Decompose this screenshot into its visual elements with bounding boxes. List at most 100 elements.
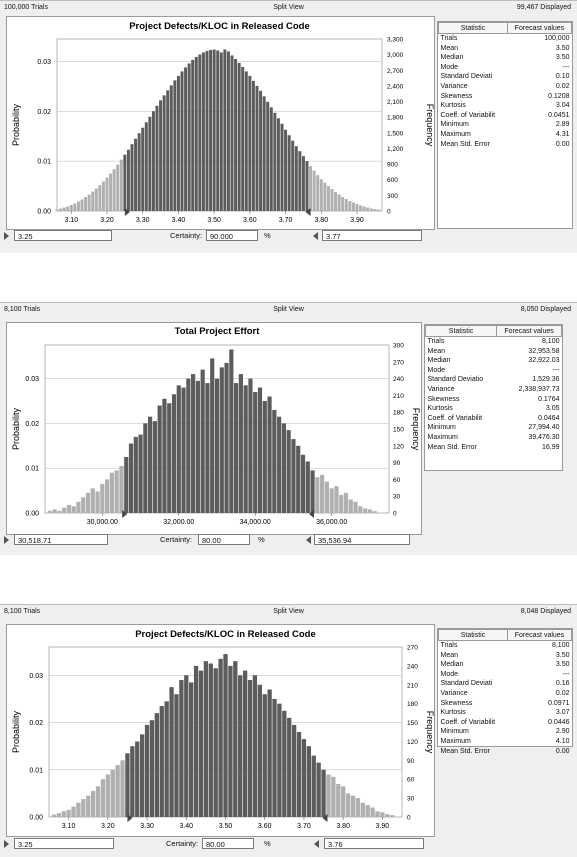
histogram-bar <box>243 385 248 513</box>
histogram-bar <box>201 52 205 211</box>
histogram-bar <box>105 774 110 817</box>
forecast-values-header[interactable]: Forecast values <box>506 629 573 641</box>
stat-name: Mean Std. Error <box>427 443 477 451</box>
statistic-header[interactable]: Statistic <box>438 22 508 34</box>
histogram-bar <box>334 486 339 513</box>
stat-name: Median <box>440 661 464 669</box>
right-certainty-input[interactable]: 35,536.94 <box>314 534 410 545</box>
stat-value: 0.00 <box>555 747 570 755</box>
view-mode[interactable]: Split View <box>273 306 304 313</box>
histogram-bar <box>174 694 179 817</box>
histogram-bar <box>141 127 145 211</box>
histogram-chart: Project Defects/KLOC in Released Code 0.0… <box>11 21 434 224</box>
right-certainty-input[interactable]: 3.77 <box>322 230 422 241</box>
histogram-bar <box>71 506 76 513</box>
histogram-bar <box>385 814 390 817</box>
left-certainty-input[interactable]: 3.25 <box>14 230 112 241</box>
stat-row: Variance 2,338,937.73 <box>426 385 562 395</box>
stat-name: Mean <box>427 347 446 355</box>
histogram-bar <box>101 181 105 211</box>
stat-name: Mean Std. Error <box>440 747 490 755</box>
histogram-bar <box>162 95 166 211</box>
histogram-bar <box>252 675 258 817</box>
forecast-values-header[interactable]: Forecast values <box>506 22 573 34</box>
histogram-bar <box>208 663 213 817</box>
forecast-values-header[interactable]: Forecast values <box>496 325 562 337</box>
right-grabber-icon[interactable] <box>314 840 319 848</box>
certainty-label: Certainty: <box>166 839 199 848</box>
histogram-bar <box>76 501 81 513</box>
chart-area: Project Defects/KLOC in Released Code 0.0… <box>6 16 435 230</box>
y2-tick-label: 1,800 <box>387 115 404 122</box>
histogram-bar <box>262 694 267 817</box>
stat-name: Kurtosis <box>440 102 466 110</box>
histogram-bar <box>164 701 169 817</box>
y-tick-label: 0.02 <box>37 109 51 116</box>
histogram-bar <box>66 206 70 211</box>
histogram-bar <box>339 495 344 513</box>
y2-tick-label: 90 <box>407 758 415 765</box>
histogram-bar <box>154 713 160 817</box>
stat-row: Coeff. of Variabilit 0.0446 <box>439 718 572 728</box>
statistics-table: Statistic Forecast values Trials 8,100 Mean 3… <box>437 628 573 755</box>
histogram-bar <box>348 201 352 211</box>
histogram-bar <box>90 791 96 817</box>
histogram-bar <box>331 776 336 817</box>
y2-tick-label: 60 <box>407 777 415 784</box>
left-grabber-icon[interactable] <box>4 232 9 240</box>
histogram-bar <box>94 188 98 211</box>
panel-header: 8,100 Trials Split View 8,048 Displayed <box>0 605 577 619</box>
histogram-bar <box>66 504 71 513</box>
stat-value: 0.0451 <box>548 111 570 119</box>
histogram-bar <box>247 680 253 817</box>
histogram-bar <box>176 385 181 513</box>
right-certainty-input[interactable]: 3.76 <box>324 838 424 849</box>
stat-name: Mode <box>440 63 459 71</box>
histogram-bar <box>281 423 286 513</box>
histogram-bar <box>301 739 307 817</box>
left-certainty-input[interactable]: 30,518.71 <box>14 534 108 545</box>
forecast-panel-1: 100,000 Trials Split View 99,467 Display… <box>0 0 577 253</box>
histogram-bar <box>66 809 71 817</box>
histogram-bar <box>262 401 267 513</box>
histogram-bar <box>248 75 252 211</box>
histogram-bar <box>273 112 277 211</box>
displayed-count: 8,048 Displayed <box>520 608 571 615</box>
certainty-right-marker-icon <box>308 510 314 518</box>
statistic-header[interactable]: Statistic <box>438 629 508 641</box>
view-mode[interactable]: Split View <box>273 4 304 11</box>
stat-row: Mean Std. Error 0.00 <box>439 747 572 757</box>
stat-row: Standard Deviati 0.10 <box>439 72 572 82</box>
y2-tick-label: 1,500 <box>387 130 404 137</box>
y2-tick-label: 150 <box>407 720 418 727</box>
certainty-input[interactable]: 80.00 <box>202 838 254 849</box>
stat-row: Mode --- <box>426 366 562 376</box>
stat-value: --- <box>552 366 560 374</box>
histogram-bar <box>365 805 370 817</box>
stat-name: Maximum <box>427 433 458 441</box>
stat-row: Mode --- <box>439 670 572 680</box>
right-grabber-icon[interactable] <box>306 536 311 544</box>
left-certainty-input[interactable]: 3.25 <box>14 838 114 849</box>
histogram-bar <box>119 159 123 211</box>
y2-tick-label: 1,200 <box>387 146 404 153</box>
right-grabber-icon[interactable] <box>313 232 318 240</box>
stat-value: 0.02 <box>555 689 570 697</box>
view-mode[interactable]: Split View <box>273 608 304 615</box>
histogram-bar <box>305 161 309 211</box>
histogram-bar <box>143 423 148 513</box>
trials-count: 8,100 Trials <box>4 306 41 313</box>
x-tick-label: 3.40 <box>179 823 193 830</box>
histogram-bar <box>229 349 234 513</box>
left-grabber-icon[interactable] <box>4 536 9 544</box>
statistic-header[interactable]: Statistic <box>424 325 498 337</box>
certainty-input[interactable]: 90.000 <box>206 230 258 241</box>
left-grabber-icon[interactable] <box>4 840 9 848</box>
histogram-bar <box>362 206 366 211</box>
histogram-bar <box>205 50 209 212</box>
histogram-bar <box>135 741 140 817</box>
histogram-bar <box>345 793 351 817</box>
histogram-bar <box>244 71 248 211</box>
histogram-bar <box>276 118 280 211</box>
certainty-input[interactable]: 80.00 <box>198 534 250 545</box>
